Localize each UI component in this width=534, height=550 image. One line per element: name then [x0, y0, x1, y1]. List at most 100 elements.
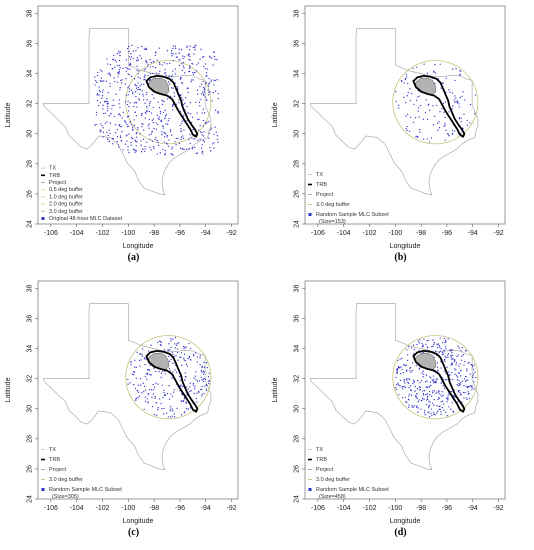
- data-point: [173, 388, 176, 391]
- data-point: [160, 376, 162, 378]
- data-point: [468, 385, 470, 388]
- data-point: [172, 154, 174, 156]
- data-point: [206, 121, 208, 123]
- data-point: [170, 358, 172, 360]
- data-point: [178, 342, 180, 344]
- data-point: [100, 130, 102, 132]
- y-tick-label: 38: [294, 10, 301, 18]
- data-point: [189, 67, 191, 69]
- data-point: [157, 341, 159, 344]
- data-point: [422, 370, 424, 372]
- data-point: [457, 354, 459, 356]
- data-point: [174, 347, 177, 349]
- data-point: [190, 137, 192, 139]
- data-point: [434, 82, 436, 85]
- data-point: [205, 75, 207, 77]
- data-point: [465, 380, 467, 382]
- data-point: [439, 111, 441, 113]
- x-tick-label: -96: [175, 230, 185, 237]
- data-point: [137, 86, 139, 89]
- data-point: [109, 132, 111, 135]
- data-point: [178, 59, 180, 61]
- data-point: [426, 395, 429, 398]
- data-point: [183, 353, 186, 355]
- data-point: [174, 369, 176, 371]
- data-point: [172, 70, 174, 72]
- data-point: [202, 373, 205, 375]
- data-point: [161, 103, 164, 106]
- data-point: [420, 408, 422, 410]
- data-point: [409, 116, 412, 118]
- data-point: [452, 410, 454, 412]
- data-point: [134, 91, 137, 93]
- x-tick-label: -94: [201, 505, 211, 512]
- data-point: [95, 123, 97, 126]
- data-point: [141, 123, 143, 125]
- legend-label: 3.0 deg buffer: [316, 202, 350, 208]
- data-point: [440, 401, 442, 403]
- data-point: [210, 79, 212, 81]
- data-point: [463, 113, 465, 115]
- data-point: [401, 386, 403, 388]
- data-point: [175, 53, 177, 55]
- data-point: [461, 401, 463, 403]
- data-point: [433, 70, 435, 72]
- data-point: [196, 89, 199, 91]
- data-point: [126, 103, 129, 106]
- data-point: [142, 148, 144, 150]
- data-point: [438, 405, 440, 408]
- data-point: [444, 411, 447, 414]
- data-point: [200, 376, 202, 379]
- data-point: [164, 373, 166, 375]
- data-point: [133, 119, 135, 121]
- data-point: [467, 393, 469, 395]
- data-point: [143, 385, 146, 387]
- data-point: [169, 130, 172, 132]
- data-point: [199, 131, 202, 133]
- data-point: [472, 373, 475, 375]
- data-point: [452, 354, 454, 357]
- data-point: [422, 351, 425, 354]
- data-point: [401, 368, 403, 371]
- data-point: [122, 111, 124, 113]
- data-point: [205, 383, 208, 386]
- data-point: [442, 350, 444, 352]
- data-point: [173, 92, 175, 94]
- data-point: [200, 83, 203, 85]
- data-point: [195, 371, 197, 373]
- x-tick-label: -96: [442, 505, 452, 512]
- data-point: [434, 63, 436, 66]
- data-point: [473, 388, 475, 390]
- y-tick-label: 26: [294, 190, 301, 198]
- data-point: [172, 47, 174, 50]
- data-point: [207, 137, 210, 139]
- data-point: [147, 350, 150, 352]
- data-point: [410, 371, 412, 374]
- data-point: [162, 100, 164, 102]
- data-point: [136, 65, 138, 67]
- data-point: [201, 371, 203, 373]
- data-point: [182, 99, 184, 101]
- data-point: [140, 151, 143, 153]
- data-point: [193, 72, 196, 74]
- data-point: [210, 80, 212, 83]
- data-point: [438, 397, 440, 400]
- data-point: [448, 371, 450, 373]
- data-point: [408, 404, 410, 406]
- data-point: [448, 89, 450, 91]
- data-point: [176, 348, 179, 350]
- data-point: [201, 144, 203, 146]
- data-point: [436, 343, 438, 345]
- data-point: [153, 60, 155, 63]
- data-point: [196, 152, 199, 154]
- data-point: [466, 387, 469, 389]
- data-point: [458, 103, 460, 105]
- data-point: [205, 122, 207, 125]
- legend-label: TX: [316, 172, 323, 178]
- legend-point-swatch: [308, 213, 312, 216]
- y-axis-label: Latitude: [5, 102, 12, 127]
- data-point: [207, 376, 210, 378]
- data-point: [454, 101, 456, 103]
- data-point: [134, 111, 137, 113]
- data-point: [202, 150, 204, 152]
